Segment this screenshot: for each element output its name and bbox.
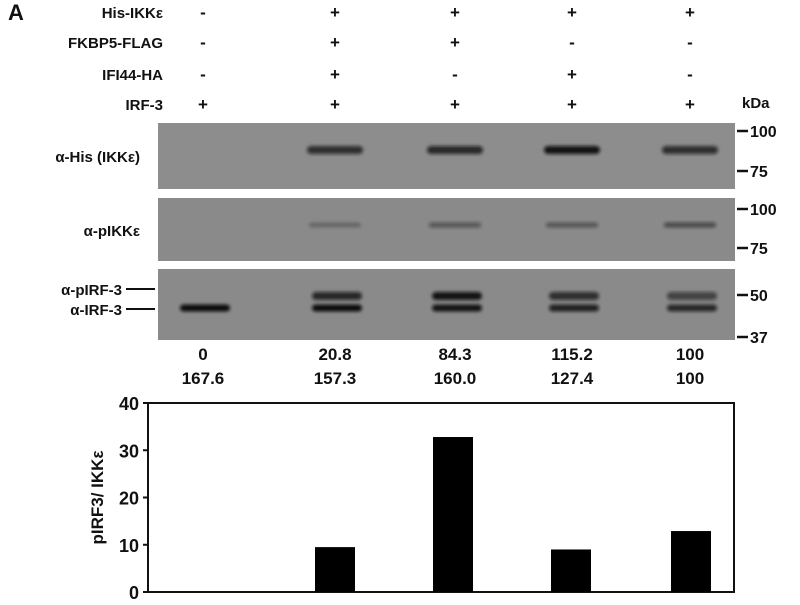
bar-chart: 0 10 20 30 40 pIRF3/ IKKε [88,394,735,603]
blot-band [667,304,717,312]
quant-value: 20.8 [318,345,351,364]
blot-band [312,292,362,300]
blot-band [664,222,716,228]
kda-label: kDa [742,95,770,112]
condition-sign: + [330,33,340,52]
y-tick-label: 20 [119,489,139,509]
condition-sign: - [200,33,206,52]
blot-band [432,304,482,312]
quant-value: 115.2 [551,345,593,364]
quant-value: 167.6 [182,369,225,388]
blot-label: α-IRF-3 [70,302,122,319]
blot-band [309,222,361,228]
bar [315,547,355,592]
y-tick-label: 40 [119,394,139,414]
quant-value: 100 [676,345,704,364]
blot-band [667,292,717,300]
quant-value: 127.4 [551,369,594,388]
condition-sign: + [450,95,460,114]
panel-letter: A [8,0,24,25]
marker-label: 50 [750,288,768,305]
condition-sign: - [687,65,693,84]
bar [671,531,711,592]
marker-label: 100 [750,124,777,141]
condition-sign: - [452,65,458,84]
condition-label: His-IKKε [102,5,163,22]
quant-value: 0 [198,345,207,364]
blot-band [432,292,482,300]
condition-label: IFI44-HA [102,67,163,84]
blot-band [429,222,481,228]
y-axis-label: pIRF3/ IKKε [88,450,107,544]
condition-sign: + [567,95,577,114]
western-blots: α-His (IKKε) α-pIKKε α-pIRF-3 α-IRF-3 100 75 1… [55,123,777,347]
quant-value: 100 [676,369,704,388]
condition-sign: + [685,95,695,114]
blot-band [662,146,718,154]
quant-value: 157.3 [314,369,357,388]
condition-sign: + [450,3,460,22]
condition-sign: + [330,3,340,22]
condition-sign: + [330,95,340,114]
condition-sign: + [567,3,577,22]
bar [551,549,591,592]
condition-sign: + [685,3,695,22]
condition-sign: - [200,65,206,84]
condition-label: IRF-3 [126,97,164,114]
quant-value: 160.0 [434,369,477,388]
blot-band [546,222,598,228]
bar [433,437,473,592]
marker-label: 75 [750,164,768,181]
blot-panel [158,123,735,189]
condition-sign: - [687,33,693,52]
y-tick-label: 0 [129,583,139,600]
blot-label: α-pIKKε [84,223,140,240]
marker-label: 100 [750,202,777,219]
blot-band [427,146,483,154]
condition-sign: + [198,95,208,114]
condition-sign: + [567,65,577,84]
y-tick-label: 30 [119,441,139,461]
blot-label: α-pIRF-3 [61,282,122,299]
condition-sign: - [200,3,206,22]
blot-band [549,292,599,300]
condition-sign: + [330,65,340,84]
condition-sign: - [569,33,575,52]
blot-band [307,146,363,154]
condition-label: FKBP5-FLAG [68,35,163,52]
y-tick-label: 10 [119,536,139,556]
quant-value: 84.3 [438,345,471,364]
blot-label: α-His (IKKε) [55,149,140,166]
condition-table: His-IKKε - + + + + FKBP5-FLAG - + + - - IFI44-HA - + - +… [68,3,695,114]
marker-label: 75 [750,241,768,258]
quantification-values: 0 20.8 84.3 115.2 100 167.6 157.3 160.0 127.4 100 [182,345,704,388]
blot-band [312,304,362,312]
blot-band [544,146,600,154]
blot-band [180,304,230,312]
blot-band [549,304,599,312]
blot-panel [158,198,735,261]
marker-label: 37 [750,330,768,347]
condition-sign: + [450,33,460,52]
